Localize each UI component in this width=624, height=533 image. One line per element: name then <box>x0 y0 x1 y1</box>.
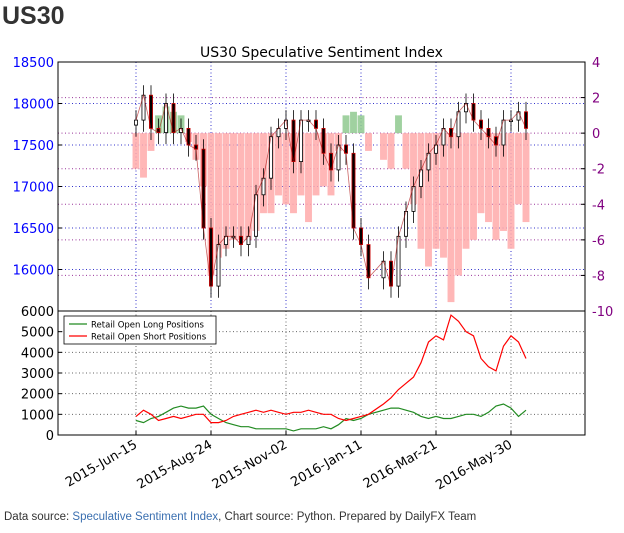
ssi-bar <box>215 133 222 258</box>
ssi-bar <box>470 133 477 240</box>
ssi-bar <box>222 133 230 249</box>
ssi-bar <box>500 133 507 231</box>
ssi-bar <box>275 133 282 196</box>
ssi-bar <box>312 133 320 196</box>
price-tick-label: 16500 <box>13 222 54 237</box>
ssi-bar <box>402 133 410 169</box>
ssi-tick-label: -4 <box>592 198 605 213</box>
ssi-bar <box>147 133 155 151</box>
ssi-bar <box>455 133 462 276</box>
ssi-bar <box>245 133 252 240</box>
candle-body <box>134 119 138 126</box>
position-tick-label: 5000 <box>21 326 54 341</box>
long-positions-line <box>135 403 527 432</box>
ssi-bar <box>237 133 245 240</box>
short-positions-line <box>135 314 527 424</box>
ssi-bar <box>492 133 500 240</box>
date-tick-label: 2016-Jan-11 <box>288 437 365 490</box>
ssi-bar <box>485 133 492 223</box>
position-tick-label: 4000 <box>21 346 54 361</box>
price-line <box>135 93 527 287</box>
date-tick-label: 2015-Nov-02 <box>210 437 290 492</box>
position-tick-label: 0 <box>46 429 54 444</box>
date-tick-label: 2015-Aug-24 <box>135 437 215 492</box>
ssi-bar <box>230 133 237 240</box>
ssi-bar <box>477 133 485 214</box>
ssi-tick-label: -2 <box>592 163 605 178</box>
ssi-bar <box>387 133 395 169</box>
footer: Data source: Speculative Sentiment Index… <box>4 511 476 523</box>
ssi-bar <box>380 133 387 160</box>
legend-box <box>63 315 217 345</box>
ssi-bar <box>522 133 530 223</box>
price-tick-label: 17000 <box>13 181 54 196</box>
footer-prefix: Data source: <box>4 511 73 523</box>
position-tick-label: 6000 <box>21 305 54 320</box>
position-tick-label: 2000 <box>21 388 54 403</box>
ssi-bar <box>515 133 522 205</box>
ssi-tick-label: 0 <box>592 127 600 142</box>
price-tick-label: 17500 <box>13 139 54 154</box>
ssi-tick-label: 2 <box>592 92 600 107</box>
ssi-bar <box>410 133 417 205</box>
ssi-bar <box>357 115 365 134</box>
page-heading: US30 <box>2 2 65 30</box>
position-tick-label: 3000 <box>21 367 54 382</box>
ssi-bar <box>350 111 357 134</box>
ssi-tick-label: -6 <box>592 234 605 249</box>
ssi-tick-label: -8 <box>592 269 605 284</box>
date-tick-label: 2015-Jun-15 <box>63 437 140 490</box>
ssi-bar <box>342 115 350 134</box>
price-tick-label: 18000 <box>13 98 54 113</box>
legend-short-label: Retail Open Short Positions <box>91 333 207 343</box>
ssi-bar <box>207 133 215 276</box>
date-tick-label: 2016-Mar-21 <box>361 437 440 491</box>
data-source-link[interactable]: Speculative Sentiment Index <box>72 511 219 523</box>
price-tick-label: 18500 <box>13 56 54 71</box>
date-tick-label: 2016-May-30 <box>433 437 515 493</box>
ssi-bar <box>432 133 440 249</box>
ssi-bar <box>140 133 147 178</box>
ssi-bar <box>252 133 260 231</box>
ssi-bar <box>507 133 515 249</box>
ssi-bar <box>425 133 432 267</box>
position-tick-label: 1000 <box>21 408 54 423</box>
ssi-tick-label: -10 <box>592 305 613 320</box>
ssi-bar <box>447 133 455 303</box>
ssi-bar <box>132 133 140 169</box>
footer-suffix: , Chart source: Python. Prepared by Dail… <box>218 511 477 523</box>
ssi-bar <box>462 133 470 249</box>
ssi-bar <box>395 115 402 134</box>
ssi-bar <box>365 133 372 151</box>
ssi-bar <box>282 133 290 205</box>
ssi-tick-label: 4 <box>592 56 600 71</box>
candle-body <box>524 111 528 129</box>
ssi-bar <box>305 133 312 223</box>
chart-title: US30 Speculative Sentiment Index <box>200 45 443 61</box>
legend-long-label: Retail Open Long Positions <box>91 321 204 331</box>
price-tick-label: 16000 <box>13 264 54 279</box>
ssi-bar <box>440 133 447 258</box>
